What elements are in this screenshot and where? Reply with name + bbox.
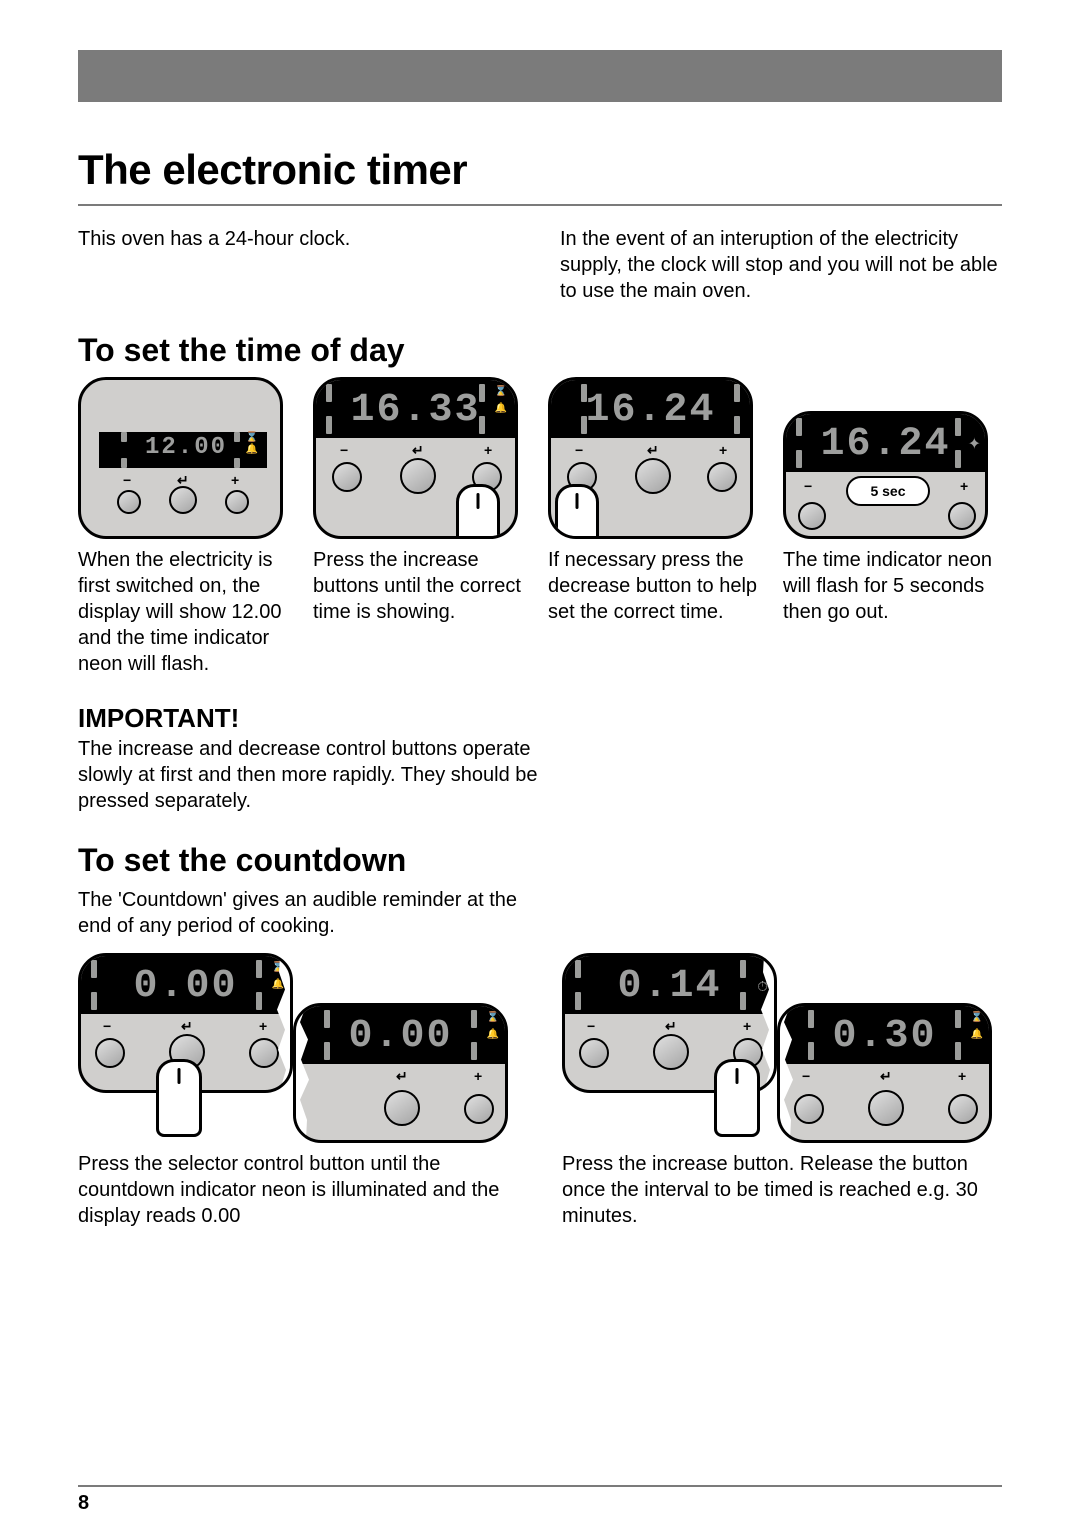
increase-button[interactable] [948, 502, 976, 530]
countdown-panel-1b: 0.00 ⌛ 🔔 ⏱ ↵ + [293, 1003, 508, 1143]
footer-rule [78, 1485, 1002, 1487]
minus-label: − [802, 1068, 810, 1084]
selector-button[interactable] [868, 1090, 904, 1126]
important-heading: IMPORTANT! [78, 703, 1002, 734]
select-label: ↵ [665, 1018, 677, 1035]
bell-icon: 🔔 [487, 1030, 499, 1040]
display-value: 12.00 [131, 434, 241, 461]
clock-icon: ⏱ [489, 1047, 497, 1057]
hourglass-icon: ⌛ [246, 433, 258, 443]
display-value: 16.33 [316, 388, 515, 433]
increase-button[interactable] [225, 490, 249, 514]
selector-button[interactable] [384, 1090, 420, 1126]
plus-label: + [743, 1018, 751, 1034]
selector-button[interactable] [169, 486, 197, 514]
minus-label: − [340, 442, 348, 458]
minus-label: − [103, 1018, 111, 1034]
timer-panel-step1: ↦ ↠ 12.00 ⌛ 🔔 ⏱ − ↵ + [78, 377, 283, 539]
clock-icon: ⏱ [248, 457, 256, 467]
hourglass-icon: ⌛ [495, 387, 507, 397]
cook-start-icon: ↦ [105, 437, 113, 447]
minus-label: − [575, 442, 583, 458]
bell-icon: 🔔 [246, 445, 258, 455]
countdown2-caption: Press the increase button. Release the b… [562, 1151, 1002, 1229]
section1-heading: To set the time of day [78, 332, 1002, 369]
timer-panel-step2: 16.33 ⌛ 🔔 ⏱ − ↵ + [313, 377, 518, 539]
plus-label: + [259, 1018, 267, 1034]
countdown-panel-2b: 0.30 ⌛ 🔔 ⏱ − ↵ + [777, 1003, 992, 1143]
cook-end-icon: ↠ [105, 453, 113, 463]
finger-icon [156, 1059, 202, 1137]
finger-icon [555, 484, 599, 539]
page-number: 8 [78, 1492, 89, 1515]
timer-panel-step4: 16.24 ✦ − + 5 sec [783, 411, 988, 539]
select-label: ↵ [412, 442, 424, 459]
important-text: The increase and decrease control button… [78, 736, 538, 814]
section2-heading: To set the countdown [78, 842, 1002, 879]
minus-label: − [123, 472, 131, 488]
section2-intro: The 'Countdown' gives an audible reminde… [78, 887, 538, 939]
title-rule [78, 204, 1002, 206]
countdown1-caption: Press the selector control button until … [78, 1151, 518, 1229]
increase-button[interactable] [707, 462, 737, 492]
intro-left: This oven has a 24-hour clock. [78, 226, 520, 304]
clock-icon: ⏱ [497, 421, 505, 431]
bubble-text: 5 sec [870, 483, 905, 499]
select-label: ↵ [880, 1068, 892, 1085]
decrease-button[interactable] [794, 1094, 824, 1124]
intro-columns: This oven has a 24-hour clock. In the ev… [78, 226, 1002, 304]
finger-icon [456, 484, 500, 539]
decrease-button[interactable] [95, 1038, 125, 1068]
clock-icon: ⏱ [973, 1047, 981, 1057]
step2-caption: Press the increase buttons until the cor… [313, 547, 532, 625]
minus-label: − [804, 478, 812, 494]
time-steps-row: ↦ ↠ 12.00 ⌛ 🔔 ⏱ − ↵ + Wh [78, 377, 1002, 677]
hourglass-icon: ⌛ [971, 1013, 983, 1023]
select-label: ↵ [181, 1018, 193, 1035]
selector-button[interactable] [400, 458, 436, 494]
timer-panel-step3: ↦ ↠ 16.24 − ↵ + [548, 377, 753, 539]
plus-label: + [484, 442, 492, 458]
clock-neon-icon: ✦ [968, 434, 981, 454]
bell-icon: 🔔 [971, 1030, 983, 1040]
plus-label: + [958, 1068, 966, 1084]
bell-icon: 🔔 [495, 404, 507, 414]
selector-button[interactable] [635, 458, 671, 494]
countdown-steps-row: 0.00 ⌛ 🔔 ⏱ − ↵ + [78, 953, 1002, 1229]
increase-button[interactable] [948, 1094, 978, 1124]
decrease-button[interactable] [798, 502, 826, 530]
plus-label: + [231, 472, 239, 488]
header-bar [78, 50, 1002, 102]
finger-icon [714, 1059, 760, 1137]
step4-caption: The time indicator neon will flash for 5… [783, 547, 1002, 625]
plus-label: + [474, 1068, 482, 1084]
step1-caption: When the electricity is first switched o… [78, 547, 297, 677]
decrease-button[interactable] [332, 462, 362, 492]
increase-button[interactable] [249, 1038, 279, 1068]
selector-button[interactable] [653, 1034, 689, 1070]
minus-label: − [587, 1018, 595, 1034]
page-title: The electronic timer [78, 146, 1002, 194]
decrease-button[interactable] [579, 1038, 609, 1068]
select-label: ↵ [647, 442, 659, 459]
time-bubble: 5 sec [846, 476, 930, 506]
plus-label: + [719, 442, 727, 458]
plus-label: + [960, 478, 968, 494]
increase-button[interactable] [464, 1094, 494, 1124]
select-label: ↵ [396, 1068, 408, 1085]
intro-right: In the event of an interuption of the el… [560, 226, 1002, 304]
decrease-button[interactable] [117, 490, 141, 514]
step3-caption: If necessary press the decrease button t… [548, 547, 767, 625]
hourglass-icon: ⌛ [487, 1013, 499, 1023]
